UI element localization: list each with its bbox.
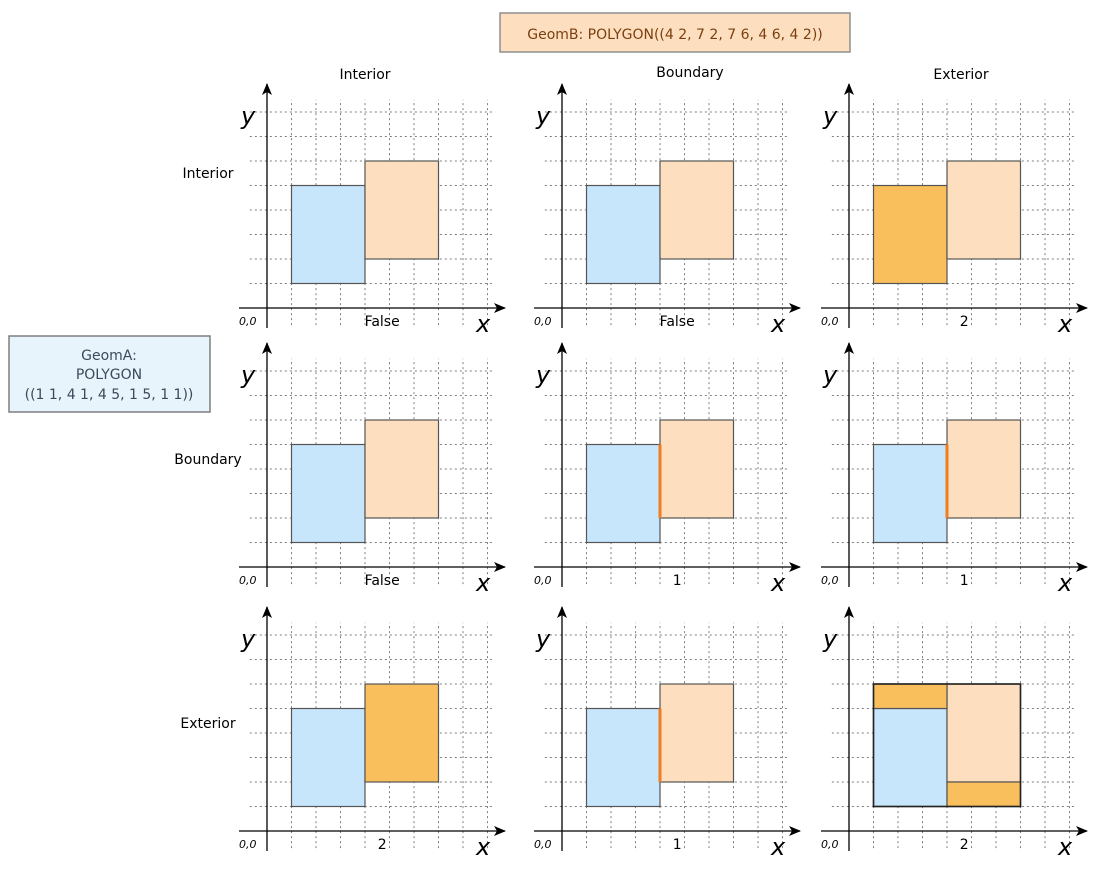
row-header-interior: Interior <box>182 166 233 182</box>
origin-label: 0,0 <box>821 838 839 851</box>
panel-boundary-exterior: y x 0,0 1 <box>821 342 1088 597</box>
highlight-region-top <box>872 683 948 710</box>
y-axis-label: y <box>240 625 256 653</box>
geom-b-polygon <box>946 683 1022 783</box>
geom-a-label-box <box>8 335 211 413</box>
geom-a-polygon <box>872 184 948 285</box>
panel-boundary-interior: y x 0,0 False <box>239 342 506 597</box>
x-axis-label: x <box>1057 569 1073 597</box>
panel-boundary-boundary: y x 0,0 1 <box>534 342 801 597</box>
x-axis-label: x <box>770 833 786 861</box>
geom-a-polygon <box>290 184 366 285</box>
grid-lines <box>249 622 495 849</box>
x-axis-label: x <box>1057 310 1073 338</box>
origin-label: 0,0 <box>821 315 839 328</box>
y-axis-label: y <box>535 625 551 653</box>
matrix-panels: y x 0,0 False y x 0,0 False y x 0,0 2 y x 0,0 False y x 0,… <box>239 83 1088 861</box>
x-axis-label: x <box>770 310 786 338</box>
grid-lines <box>831 358 1077 585</box>
x-axis-label: x <box>475 833 491 861</box>
geom-b-label: GeomB: POLYGON((4 2, 7 2, 7 6, 4 6, 4 2)… <box>499 12 851 53</box>
x-axis-label: x <box>770 569 786 597</box>
geom-a-label: GeomA: POLYGON ((1 1, 4 1, 4 5, 1 5, 1 1… <box>8 335 211 413</box>
geom-b-polygon <box>946 419 1022 519</box>
grid-lines <box>544 358 790 585</box>
y-axis-label: y <box>240 102 256 130</box>
y-axis-label: y <box>240 361 256 389</box>
geom-a-label-line-3: ((1 1, 4 1, 4 5, 1 5, 1 1)) <box>25 387 194 403</box>
geom-a-polygon <box>585 443 661 544</box>
y-axis-label: y <box>535 102 551 130</box>
origin-label: 0,0 <box>239 315 257 328</box>
cell-result-value: 2 <box>960 837 969 853</box>
row-header-exterior: Exterior <box>180 716 235 732</box>
geom-b-polygon <box>364 160 440 260</box>
x-axis-label: x <box>475 569 491 597</box>
cell-result-value: 1 <box>673 837 682 853</box>
origin-label: 0,0 <box>534 574 552 587</box>
cell-result-value: 1 <box>960 573 969 589</box>
panel-interior-exterior: y x 0,0 2 <box>821 83 1088 338</box>
cell-result-value: 1 <box>673 573 682 589</box>
cell-result-value: False <box>365 573 400 589</box>
grid-lines <box>831 622 1077 849</box>
bounding-envelope <box>872 683 1022 808</box>
geom-a-polygon <box>872 707 948 808</box>
origin-label: 0,0 <box>239 574 257 587</box>
grid-lines <box>249 358 495 585</box>
geom-a-polygon <box>585 184 661 285</box>
highlight-region-bottom <box>946 781 1022 808</box>
origin-label: 0,0 <box>239 838 257 851</box>
grid-lines <box>544 99 790 326</box>
column-header-interior: Interior <box>339 67 390 83</box>
x-axis-label: x <box>1057 833 1073 861</box>
x-axis-label: x <box>475 310 491 338</box>
cell-result-value: False <box>660 314 695 330</box>
geom-b-polygon <box>364 419 440 519</box>
cell-result-value: 2 <box>378 837 387 853</box>
cell-result-value: False <box>365 314 400 330</box>
panel-exterior-interior: y x 0,0 2 <box>239 606 506 861</box>
geom-b-polygon <box>659 419 735 519</box>
grid-lines <box>831 99 1077 326</box>
geom-b-polygon <box>946 160 1022 260</box>
y-axis-label: y <box>822 625 838 653</box>
y-axis-label: y <box>822 361 838 389</box>
panel-interior-boundary: y x 0,0 False <box>534 83 801 338</box>
panel-exterior-exterior: y x 0,0 2 <box>821 606 1088 861</box>
geom-a-polygon <box>585 707 661 808</box>
origin-label: 0,0 <box>821 574 839 587</box>
panel-interior-interior: y x 0,0 False <box>239 83 506 338</box>
geom-a-label-line-1: GeomA: <box>81 348 137 364</box>
origin-label: 0,0 <box>534 315 552 328</box>
geom-b-label-box <box>499 12 851 53</box>
row-header-boundary: Boundary <box>174 452 241 468</box>
geom-a-label-line-2: POLYGON <box>76 367 142 383</box>
panel-exterior-boundary: y x 0,0 1 <box>534 606 801 861</box>
geom-a-polygon <box>872 443 948 544</box>
cell-result-value: 2 <box>960 314 969 330</box>
y-axis-label: y <box>535 361 551 389</box>
y-axis-label: y <box>822 102 838 130</box>
geom-b-polygon <box>659 160 735 260</box>
geom-b-label-text: GeomB: POLYGON((4 2, 7 2, 7 6, 4 6, 4 2)… <box>527 27 823 43</box>
geom-b-polygon <box>364 683 440 783</box>
origin-label: 0,0 <box>534 838 552 851</box>
column-header-exterior: Exterior <box>933 67 988 83</box>
geom-a-polygon <box>290 443 366 544</box>
column-header-boundary: Boundary <box>656 65 723 81</box>
geom-a-polygon <box>290 707 366 808</box>
geom-b-polygon <box>659 683 735 783</box>
grid-lines <box>544 622 790 849</box>
grid-lines <box>249 99 495 326</box>
